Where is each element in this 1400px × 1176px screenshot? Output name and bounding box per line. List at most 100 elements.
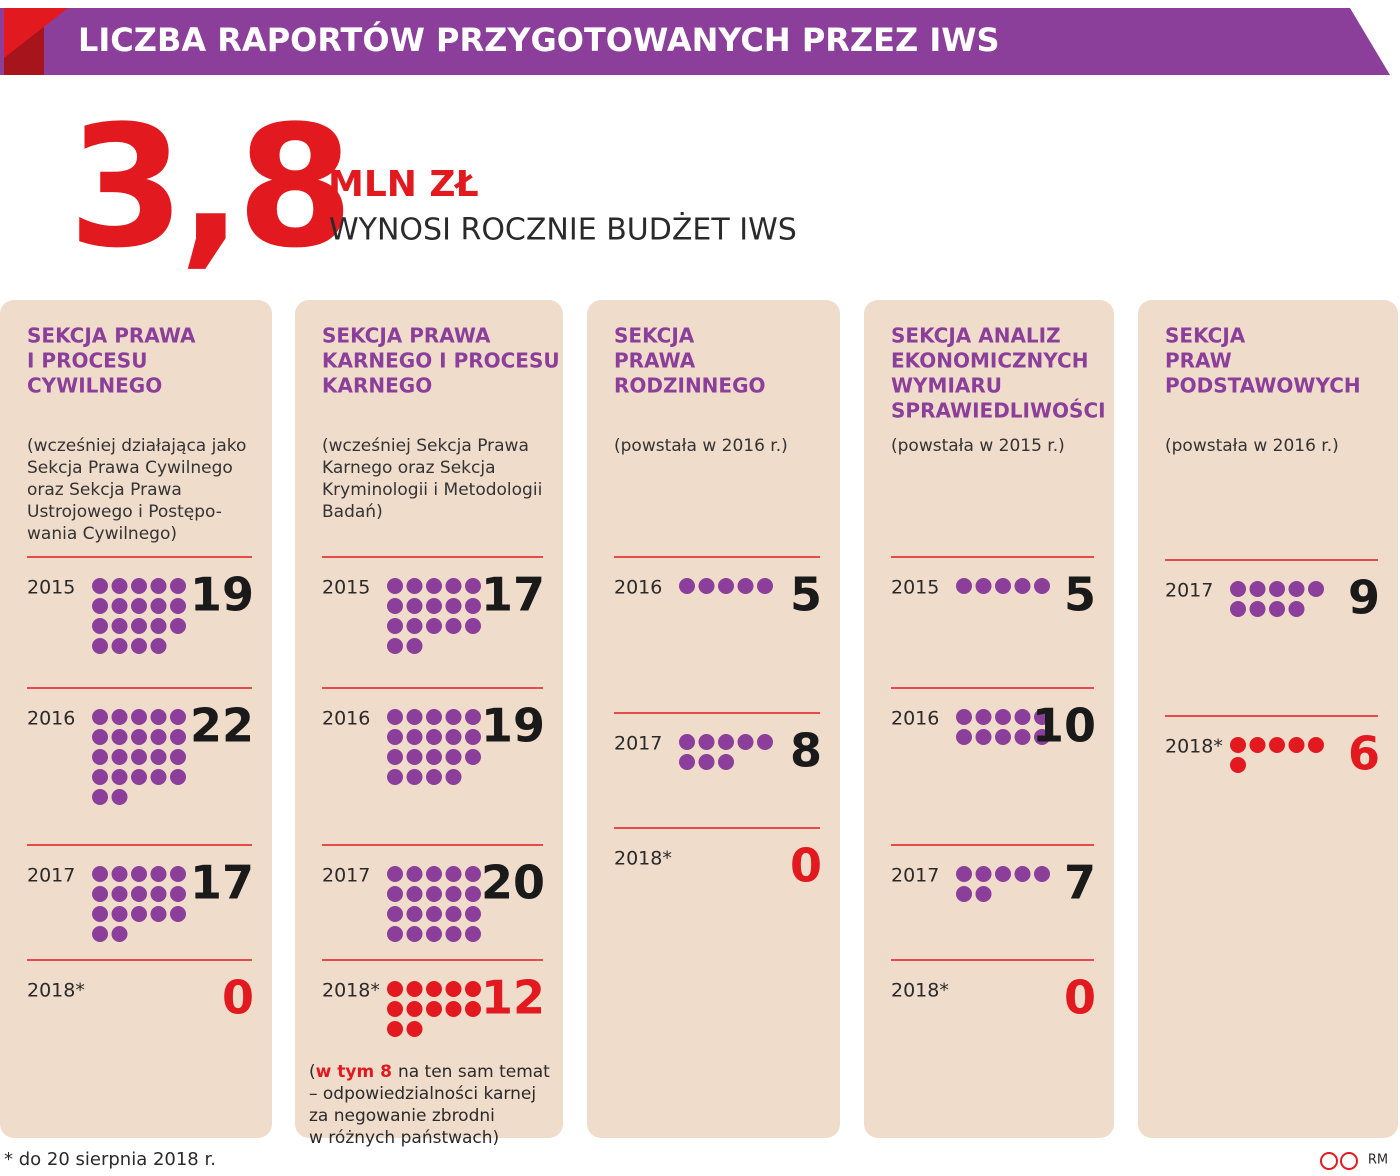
headline-text: WYNOSI ROCZNIE BUDŻET IWS — [329, 212, 797, 248]
report-dot — [387, 1001, 403, 1017]
comment-highlight: w tym 8 — [316, 1062, 392, 1082]
comment: za negowanie zbrodni — [309, 1106, 495, 1126]
column-title: SEKCJA — [614, 324, 695, 348]
column-title: PRAW — [1165, 349, 1232, 373]
report-dot — [1230, 737, 1246, 753]
column-title: SEKCJA PRAWA — [27, 324, 196, 348]
comment-text: na ten sam temat — [398, 1062, 550, 1082]
report-dot — [975, 578, 992, 594]
report-dot — [445, 749, 462, 765]
report-dot — [111, 729, 128, 745]
report-dot — [92, 789, 108, 805]
report-dot — [170, 866, 186, 882]
report-dot — [387, 618, 403, 634]
report-dot — [387, 769, 403, 785]
report-dot — [131, 638, 147, 654]
report-dot — [1249, 737, 1266, 753]
report-dot — [718, 578, 734, 594]
year: 2018* — [891, 980, 949, 1002]
column-panel — [587, 300, 840, 1138]
title-accent — [4, 8, 68, 75]
report-dot — [698, 578, 715, 594]
column-note: (powstała w 2015 r.) — [891, 436, 1065, 456]
report-dot — [445, 981, 462, 997]
column-note: (powstała w 2016 r.) — [1165, 436, 1339, 456]
report-dot — [131, 769, 147, 785]
column-note: Badań) — [322, 502, 383, 522]
report-dot — [150, 729, 167, 745]
report-dot — [445, 769, 462, 785]
report-dot — [406, 926, 423, 942]
report-dot — [465, 709, 481, 725]
report-dot — [111, 926, 128, 942]
report-dot — [131, 886, 147, 902]
report-dot — [426, 866, 442, 882]
column-title: CYWILNEGO — [27, 374, 162, 398]
comment-lead: ( — [309, 1062, 316, 1082]
report-dot — [445, 729, 462, 745]
report-dot — [387, 981, 403, 997]
report-dot — [150, 749, 167, 765]
column-title: SEKCJA PRAWA — [322, 324, 491, 348]
year: 2016 — [891, 708, 939, 730]
report-dot — [92, 709, 108, 725]
report-dot — [995, 866, 1011, 882]
report-dot — [737, 578, 754, 594]
report-dot — [406, 578, 423, 594]
report-dot — [737, 734, 754, 750]
count: 20 — [481, 856, 545, 910]
report-dot — [956, 866, 972, 882]
report-dot — [445, 709, 462, 725]
report-dot — [170, 578, 186, 594]
report-dot — [995, 709, 1011, 725]
column-note: wania Cywilnego) — [27, 524, 177, 544]
report-dot — [406, 1021, 423, 1037]
report-dot — [1269, 581, 1285, 597]
column-title: EKONOMICZNYCH — [891, 349, 1088, 373]
year: 2015 — [322, 577, 370, 599]
report-dot — [92, 729, 108, 745]
year: 2017 — [614, 733, 662, 755]
report-dot — [1308, 737, 1324, 753]
column-note: (wcześniej działająca jako — [27, 436, 246, 456]
report-dot — [131, 709, 147, 725]
year: 2018* — [614, 848, 672, 870]
count: 7 — [1064, 856, 1096, 910]
report-dot — [387, 886, 403, 902]
year: 2017 — [322, 865, 370, 887]
report-dot — [757, 578, 773, 594]
count: 0 — [1064, 971, 1096, 1025]
report-dot — [170, 598, 186, 614]
report-dot — [1249, 601, 1266, 617]
count: 0 — [790, 839, 822, 893]
report-dot — [426, 926, 442, 942]
year: 2016 — [322, 708, 370, 730]
column-title: SEKCJA — [1165, 324, 1246, 348]
report-dot — [406, 866, 423, 882]
report-dot — [679, 578, 695, 594]
report-dot — [1288, 581, 1305, 597]
report-dot — [1249, 581, 1266, 597]
comment: – odpowiedzialności karnej — [309, 1084, 536, 1104]
report-dot — [426, 709, 442, 725]
report-dot — [150, 598, 167, 614]
report-dot — [131, 578, 147, 594]
column-note: oraz Sekcja Prawa — [27, 480, 182, 500]
count: 0 — [222, 971, 254, 1025]
report-dot — [111, 866, 128, 882]
report-dot — [1269, 737, 1285, 753]
report-dot — [995, 729, 1011, 745]
report-dot — [92, 638, 108, 654]
report-dot — [426, 981, 442, 997]
report-dot — [92, 906, 108, 922]
report-dot — [406, 638, 423, 654]
report-dot — [406, 886, 423, 902]
report-dot — [426, 886, 442, 902]
year: 2018* — [1165, 736, 1223, 758]
report-dot — [406, 906, 423, 922]
report-dot — [387, 926, 403, 942]
column-panel — [1138, 300, 1398, 1138]
report-dot — [131, 598, 147, 614]
report-dot — [465, 598, 481, 614]
report-dot — [387, 729, 403, 745]
